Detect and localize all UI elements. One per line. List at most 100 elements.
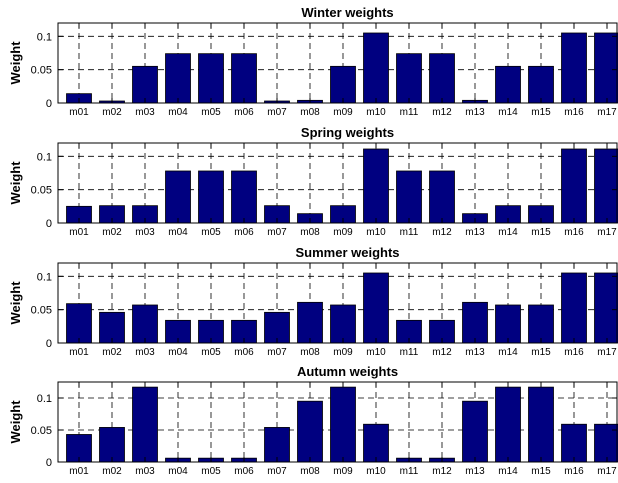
bar-m16: [562, 33, 587, 103]
bar-m15: [529, 387, 554, 462]
x-tick-label: m06: [234, 227, 254, 238]
bar-m17: [595, 273, 618, 343]
bar-m09: [331, 66, 356, 103]
x-tick-label: m14: [498, 466, 518, 477]
y-tick-label: 0: [46, 457, 52, 469]
bar-m10: [364, 149, 389, 223]
bar-m03: [133, 66, 158, 103]
x-tick-label: m04: [168, 227, 188, 238]
x-tick-label: m06: [234, 466, 254, 477]
x-tick-label: m09: [333, 347, 353, 358]
x-tick-label: m09: [333, 227, 353, 238]
y-tick-label: 0.1: [37, 271, 52, 283]
x-tick-label: m11: [400, 107, 419, 118]
chart-title: Spring weights: [301, 125, 394, 140]
y-axis-label: Weight: [8, 281, 23, 325]
bar-m14: [496, 387, 521, 462]
x-tick-label: m05: [201, 227, 221, 238]
x-tick-label: m16: [564, 227, 584, 238]
x-tick-label: m07: [267, 107, 287, 118]
bar-m10: [364, 273, 389, 343]
x-tick-label: m07: [267, 466, 287, 477]
x-tick-label: m03: [135, 347, 155, 358]
x-tick-label: m13: [465, 227, 485, 238]
x-tick-label: m09: [333, 466, 353, 477]
x-tick-label: m01: [69, 347, 89, 358]
x-tick-label: m02: [102, 227, 122, 238]
x-tick-label: m08: [300, 107, 320, 118]
y-axis-label: Weight: [8, 400, 23, 444]
bar-m08: [298, 302, 323, 343]
x-tick-label: m05: [201, 466, 221, 477]
x-tick-label: m01: [69, 466, 89, 477]
x-tick-label: m17: [597, 227, 617, 238]
bar-m05: [199, 171, 224, 223]
bar-m14: [496, 66, 521, 103]
bar-m10: [364, 33, 389, 103]
x-tick-label: m13: [465, 347, 485, 358]
x-tick-label: m06: [234, 107, 254, 118]
x-tick-label: m11: [400, 347, 419, 358]
y-tick-label: 0: [46, 218, 52, 230]
x-tick-label: m13: [465, 466, 485, 477]
x-tick-label: m02: [102, 347, 122, 358]
x-tick-label: m08: [300, 466, 320, 477]
y-tick-label: 0.05: [31, 305, 52, 317]
x-tick-label: m04: [168, 347, 188, 358]
x-tick-label: m12: [432, 227, 452, 238]
x-tick-label: m10: [366, 347, 386, 358]
bar-m16: [562, 424, 587, 462]
x-tick-label: m10: [366, 107, 386, 118]
x-tick-label: m16: [564, 107, 584, 118]
x-tick-label: m17: [597, 107, 617, 118]
x-tick-label: m05: [201, 347, 221, 358]
x-tick-label: m16: [564, 347, 584, 358]
x-tick-label: m01: [69, 107, 89, 118]
bar-m17: [595, 33, 618, 103]
y-tick-label: 0.1: [37, 393, 52, 405]
bar-m10: [364, 424, 389, 462]
bar-m16: [562, 149, 587, 223]
bar-m01: [67, 304, 92, 343]
x-tick-label: m06: [234, 347, 254, 358]
x-tick-label: m14: [498, 107, 518, 118]
x-tick-label: m15: [531, 107, 551, 118]
y-tick-label: 0.1: [37, 151, 52, 163]
x-tick-label: m17: [597, 347, 617, 358]
chart-title: Autumn weights: [297, 364, 398, 379]
bar-m04: [166, 171, 191, 223]
x-tick-label: m04: [168, 466, 188, 477]
x-tick-label: m12: [432, 347, 452, 358]
x-tick-label: m03: [135, 107, 155, 118]
bar-m04: [166, 54, 191, 103]
x-tick-label: m12: [432, 107, 452, 118]
y-axis-label: Weight: [8, 41, 23, 85]
x-tick-label: m02: [102, 466, 122, 477]
x-tick-label: m03: [135, 466, 155, 477]
x-tick-label: m17: [597, 466, 617, 477]
chart-title: Summer weights: [295, 245, 399, 260]
bar-m16: [562, 273, 587, 343]
y-tick-label: 0.1: [37, 31, 52, 43]
bar-m11: [397, 54, 422, 103]
bar-m17: [595, 149, 618, 223]
x-tick-label: m15: [531, 227, 551, 238]
bar-m15: [529, 305, 554, 343]
y-axis-label: Weight: [8, 161, 23, 205]
bar-m03: [133, 387, 158, 462]
bar-m13: [463, 302, 488, 343]
bar-m14: [496, 305, 521, 343]
x-tick-label: m15: [531, 347, 551, 358]
x-tick-label: m07: [267, 227, 287, 238]
bar-m02: [100, 427, 125, 462]
y-tick-label: 0.05: [31, 185, 52, 197]
chart-title: Winter weights: [301, 5, 393, 20]
x-tick-label: m14: [498, 347, 518, 358]
y-tick-label: 0.05: [31, 65, 52, 77]
x-tick-label: m09: [333, 107, 353, 118]
